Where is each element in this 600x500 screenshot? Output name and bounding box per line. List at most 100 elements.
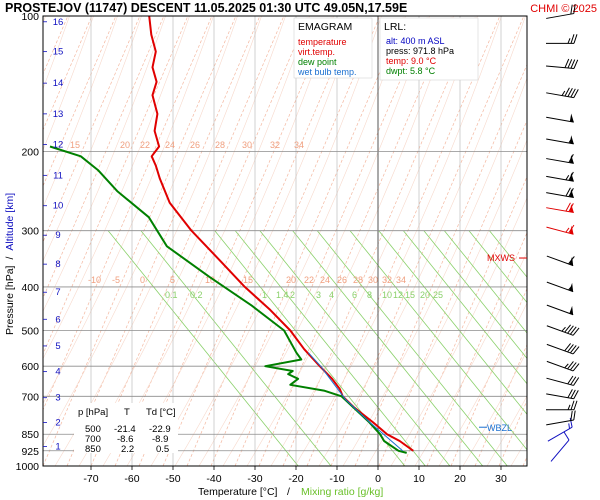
- temperature-tick-label: 30: [495, 473, 507, 485]
- wind-barb-pennant: [569, 188, 574, 198]
- wind-barb: [546, 324, 580, 336]
- lrl-altitude: alt: 400 m ASL: [386, 36, 445, 46]
- sounding-table: p [hPa] T Td [°C] 500 -21.4 -22.9 700 -8…: [74, 403, 178, 455]
- table-row-700-p: 700: [85, 434, 101, 445]
- mixing-ratio-line: [444, 230, 527, 334]
- table-row-700-t: -8.6: [117, 434, 133, 445]
- dry-adiabat-line: [258, 16, 453, 466]
- wind-barb-flag: [573, 89, 579, 98]
- wind-barb: [546, 34, 578, 44]
- wind-barb-flag: [572, 346, 580, 355]
- moist-adiabat-line: [462, 350, 527, 466]
- mixing-ratio-label: 25: [433, 290, 443, 300]
- dry-adiabat-label: 22: [140, 140, 150, 150]
- altitude-tick-label: 15: [53, 47, 64, 58]
- dry-adiabat-label: -10: [88, 275, 101, 285]
- dry-adiabat-line: [43, 16, 93, 131]
- moist-adiabat-line: [43, 16, 214, 404]
- dry-adiabat-line: [402, 175, 527, 466]
- dry-adiabat-line: [234, 16, 429, 466]
- dry-adiabat-line: [378, 119, 527, 466]
- dry-adiabat-line: [306, 16, 501, 466]
- table-row-700-td: -8.9: [152, 434, 168, 445]
- moist-adiabat-line: [535, 6, 600, 466]
- wind-barb-flag: [573, 410, 576, 421]
- pressure-tick-label: 700: [21, 391, 39, 403]
- mxws-label: MXWS: [487, 253, 515, 263]
- altitude-tick-label: 11: [53, 170, 63, 181]
- y-axis-separator: /: [4, 257, 16, 260]
- wind-barb-shaft: [546, 377, 574, 386]
- wind-barb-flag: [567, 59, 573, 69]
- wind-barb-flag: [570, 59, 576, 69]
- wind-barb-flag: [573, 4, 576, 14]
- dry-adiabat-label: -5: [112, 275, 120, 285]
- wind-barb-shaft: [546, 92, 574, 99]
- wind-barb-flag: [573, 34, 578, 44]
- wind-barb: [546, 400, 578, 411]
- dry-adiabat-line: [43, 16, 213, 411]
- dry-adiabat-line: [474, 343, 527, 466]
- wind-barb: [546, 58, 579, 69]
- copyright-label: CHMI © 2025: [530, 3, 597, 15]
- temperature-tick-label: -30: [247, 473, 262, 485]
- moist-adiabat-line: [583, 6, 600, 466]
- wind-barb-flag: [568, 153, 574, 163]
- altitude-tick-label: 12: [53, 140, 64, 151]
- wind-barb-shaft: [546, 255, 574, 267]
- moist-adiabat-line: [43, 16, 70, 90]
- altitude-tick-label: 4: [55, 367, 60, 378]
- wind-barb: [546, 281, 574, 293]
- dry-adiabat-label: 30: [242, 140, 252, 150]
- temperature-tick-label: -70: [83, 473, 98, 485]
- lrl-box-frame: [379, 17, 479, 81]
- wind-barb-half-flag: [567, 38, 571, 44]
- wind-barb-column: [546, 4, 580, 462]
- pressure-tick-label: 600: [21, 361, 39, 373]
- moist-adiabat-line: [43, 16, 118, 208]
- y-axis-title: Pressure [hPa] / Altitude [km]: [4, 193, 16, 335]
- wind-barb-flag: [568, 224, 575, 234]
- wind-barb-flag: [564, 87, 570, 97]
- wind-barb-shaft: [546, 325, 574, 336]
- table-background: [74, 403, 178, 453]
- moist-adiabat-line: [102, 16, 310, 466]
- lrl-dewpoint: dwpt: 5.8 °C: [386, 66, 436, 76]
- grid-lines: [43, 0, 600, 466]
- wind-barb-shaft: [546, 343, 574, 355]
- wind-barb-flag: [567, 88, 573, 97]
- pressure-tick-label: 100: [21, 11, 39, 23]
- dry-adiabat-label: 34: [396, 275, 406, 285]
- dry-adiabat-line: [90, 16, 285, 466]
- dry-adiabat-line: [330, 16, 525, 466]
- wind-barb-flag: [569, 326, 577, 335]
- mixing-ratio-label: 3: [316, 290, 321, 300]
- mixing-ratio-line: [378, 230, 527, 415]
- dry-adiabat-label: 32: [382, 275, 392, 285]
- wind-barb-flag: [568, 171, 574, 181]
- wind-barb: [546, 255, 575, 267]
- moist-adiabat-line: [294, 16, 502, 466]
- wind-barb-flag: [572, 327, 580, 336]
- pressure-tick-label: 850: [21, 429, 39, 441]
- wind-barb-pennant: [569, 225, 574, 235]
- dry-adiabat-line: [43, 16, 117, 187]
- altitude-tick-label: 2: [55, 417, 60, 428]
- wind-barb-flag: [572, 363, 580, 372]
- dry-adiabat-label: 24: [320, 275, 330, 285]
- dry-adiabat-line: [595, 0, 600, 466]
- dry-adiabat-line: [138, 16, 333, 466]
- wind-barb-flag: [568, 203, 574, 212]
- altitude-tick-label: 1: [55, 441, 60, 452]
- mixing-ratio-label: 0.2: [190, 290, 203, 300]
- temperature-tick-label: 10: [413, 473, 425, 485]
- mixing-ratio-line: [489, 230, 527, 278]
- dry-adiabat-line: [66, 16, 261, 466]
- dry-adiabat-label: 15: [243, 275, 253, 285]
- moist-adiabat-line: [78, 16, 286, 466]
- wind-barb: [546, 113, 574, 123]
- wind-barb-flag: [570, 34, 575, 44]
- wind-barb-shaft: [546, 360, 574, 372]
- moist-adiabat-line: [414, 251, 527, 466]
